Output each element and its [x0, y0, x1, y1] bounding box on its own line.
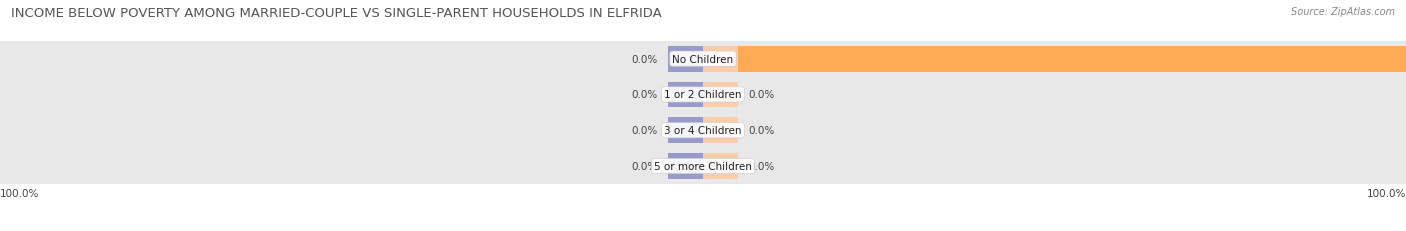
Text: 0.0%: 0.0%	[749, 126, 775, 136]
Bar	[703, 47, 738, 72]
Bar	[0, 77, 1406, 113]
Text: 100.0%: 100.0%	[1367, 188, 1406, 198]
Bar	[0, 149, 1406, 184]
Bar	[703, 118, 738, 143]
Text: 0.0%: 0.0%	[631, 126, 657, 136]
Text: 3 or 4 Children: 3 or 4 Children	[664, 126, 742, 136]
Bar	[668, 47, 703, 72]
Bar	[668, 118, 703, 143]
Text: 0.0%: 0.0%	[631, 161, 657, 171]
Text: Source: ZipAtlas.com: Source: ZipAtlas.com	[1291, 7, 1395, 17]
Bar	[703, 153, 738, 179]
Text: No Children: No Children	[672, 55, 734, 64]
Bar	[703, 47, 1406, 72]
Bar	[0, 113, 1406, 149]
Text: 0.0%: 0.0%	[749, 161, 775, 171]
Text: 0.0%: 0.0%	[631, 90, 657, 100]
Text: INCOME BELOW POVERTY AMONG MARRIED-COUPLE VS SINGLE-PARENT HOUSEHOLDS IN ELFRIDA: INCOME BELOW POVERTY AMONG MARRIED-COUPL…	[11, 7, 662, 20]
Bar	[668, 82, 703, 108]
Text: 5 or more Children: 5 or more Children	[654, 161, 752, 171]
Bar	[0, 42, 1406, 77]
Text: 0.0%: 0.0%	[749, 90, 775, 100]
Text: 0.0%: 0.0%	[631, 55, 657, 64]
Text: 1 or 2 Children: 1 or 2 Children	[664, 90, 742, 100]
Text: 100.0%: 100.0%	[0, 188, 39, 198]
Bar	[668, 153, 703, 179]
Bar	[703, 82, 738, 108]
